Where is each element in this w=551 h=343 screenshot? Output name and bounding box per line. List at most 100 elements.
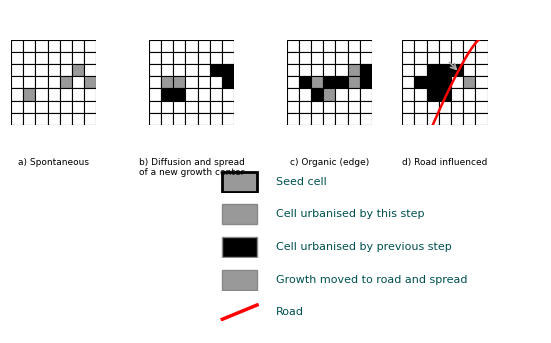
Bar xyxy=(476,88,488,100)
Bar xyxy=(222,40,234,52)
Bar xyxy=(451,88,463,100)
Bar xyxy=(149,40,161,52)
Bar xyxy=(336,88,348,100)
Bar xyxy=(311,40,323,52)
Bar xyxy=(60,64,72,76)
Bar xyxy=(439,40,451,52)
Bar xyxy=(414,76,426,88)
Bar xyxy=(311,64,323,76)
Bar xyxy=(35,76,47,88)
Bar xyxy=(173,113,185,125)
Bar xyxy=(360,52,372,64)
Bar xyxy=(161,100,173,113)
Bar xyxy=(287,113,299,125)
Bar xyxy=(451,52,463,64)
Bar xyxy=(287,52,299,64)
Bar xyxy=(287,64,299,76)
Bar xyxy=(84,113,96,125)
Bar xyxy=(360,100,372,113)
Bar xyxy=(414,64,426,76)
Bar xyxy=(451,40,463,52)
Bar xyxy=(222,113,234,125)
Bar xyxy=(348,113,360,125)
Bar xyxy=(149,76,161,88)
Bar xyxy=(287,40,299,52)
Bar xyxy=(439,88,451,100)
Bar xyxy=(222,88,234,100)
Bar xyxy=(323,100,336,113)
Bar xyxy=(23,113,35,125)
Bar xyxy=(210,88,222,100)
Bar xyxy=(84,52,96,64)
Bar xyxy=(222,64,234,76)
Bar xyxy=(426,64,439,76)
Bar xyxy=(149,52,161,64)
Bar xyxy=(299,40,311,52)
Bar xyxy=(84,76,96,88)
Bar xyxy=(185,40,198,52)
Bar xyxy=(35,113,47,125)
Bar xyxy=(336,40,348,52)
Text: Seed cell: Seed cell xyxy=(276,177,326,187)
Bar xyxy=(439,76,451,88)
Bar xyxy=(311,88,323,100)
Bar xyxy=(198,113,210,125)
Bar xyxy=(360,113,372,125)
Bar xyxy=(23,52,35,64)
Bar xyxy=(72,64,84,76)
Bar xyxy=(60,76,72,88)
Text: c) Organic (edge): c) Organic (edge) xyxy=(290,158,369,167)
Bar xyxy=(414,88,426,100)
Bar xyxy=(463,100,476,113)
Bar xyxy=(360,64,372,76)
Bar xyxy=(47,40,60,52)
Bar xyxy=(210,113,222,125)
Bar xyxy=(210,40,222,52)
Bar xyxy=(72,88,84,100)
Bar xyxy=(439,52,451,64)
Bar xyxy=(161,113,173,125)
Bar xyxy=(336,76,348,88)
Bar xyxy=(414,52,426,64)
Text: b) Diffusion and spread
of a new growth center: b) Diffusion and spread of a new growth … xyxy=(138,158,245,177)
Bar xyxy=(451,100,463,113)
Bar xyxy=(323,88,336,100)
Bar xyxy=(426,100,439,113)
Bar xyxy=(463,52,476,64)
Bar xyxy=(336,52,348,64)
Bar xyxy=(402,88,414,100)
Bar xyxy=(414,113,426,125)
Bar xyxy=(23,100,35,113)
Bar xyxy=(402,76,414,88)
Bar xyxy=(173,88,185,100)
Bar xyxy=(299,88,311,100)
Bar xyxy=(426,76,439,88)
Bar xyxy=(161,88,173,100)
Bar xyxy=(72,40,84,52)
Bar xyxy=(84,88,96,100)
Bar xyxy=(287,88,299,100)
Bar xyxy=(348,52,360,64)
Bar xyxy=(463,113,476,125)
Bar xyxy=(222,52,234,64)
Bar xyxy=(210,52,222,64)
Bar xyxy=(299,64,311,76)
Bar xyxy=(161,40,173,52)
Bar xyxy=(185,100,198,113)
Text: Cell urbanised by previous step: Cell urbanised by previous step xyxy=(276,242,451,252)
Bar xyxy=(439,113,451,125)
Bar xyxy=(323,64,336,76)
Bar xyxy=(35,52,47,64)
Bar xyxy=(210,76,222,88)
Bar xyxy=(47,52,60,64)
Bar xyxy=(11,76,23,88)
Bar xyxy=(198,76,210,88)
Bar xyxy=(198,52,210,64)
Bar xyxy=(451,76,463,88)
Bar xyxy=(451,64,463,76)
Bar xyxy=(336,64,348,76)
Bar xyxy=(348,64,360,76)
Text: d) Road influenced: d) Road influenced xyxy=(402,158,488,167)
Bar xyxy=(299,52,311,64)
Bar xyxy=(72,76,84,88)
